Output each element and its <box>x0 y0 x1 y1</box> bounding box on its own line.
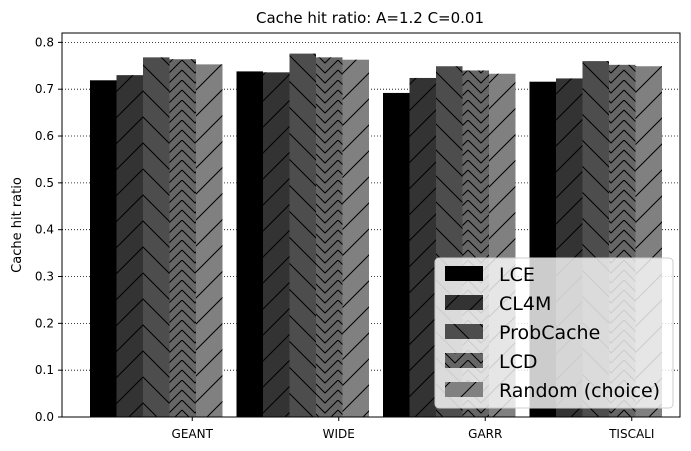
legend-swatch-hatch <box>445 295 483 310</box>
y-tick-label: 0.6 <box>35 129 54 143</box>
legend-swatch-hatch <box>445 324 483 339</box>
legend-box <box>434 257 674 409</box>
y-tick-label: 0.4 <box>35 223 54 237</box>
y-tick-label: 0.5 <box>35 176 54 190</box>
legend-item: LCD <box>445 351 537 373</box>
bar-hatch <box>196 64 223 417</box>
x-axis-ticks: GEANT WIDE GARR TISCALI <box>172 417 654 441</box>
bar <box>383 92 410 417</box>
bar-hatch <box>409 77 436 417</box>
x-tick-label: GARR <box>468 427 502 441</box>
bar-hatch <box>143 57 170 417</box>
legend-swatch <box>445 266 483 281</box>
legend-label: LCD <box>499 351 537 373</box>
bar-hatch <box>169 59 196 417</box>
x-tick-label: WIDE <box>323 427 355 441</box>
bar <box>90 80 117 418</box>
bar-hatch <box>316 57 343 417</box>
chart-title: Cache hit ratio: A=1.2 C=0.01 <box>256 9 484 27</box>
legend-item: LCE <box>445 264 535 286</box>
legend-label: Random (choice) <box>499 380 660 402</box>
x-tick-label: TISCALI <box>608 427 654 441</box>
bar-hatch <box>289 53 316 417</box>
legend-label: CL4M <box>499 293 551 315</box>
legend: LCE CL4M ProbCache LCD Random (choice) <box>434 257 674 409</box>
y-tick-label: 0.7 <box>35 82 54 96</box>
y-tick-label: 0.1 <box>35 363 54 377</box>
y-tick-label: 0.2 <box>35 316 54 330</box>
y-tick-label: 0.3 <box>35 270 54 284</box>
y-axis-label: Cache hit ratio <box>10 177 25 273</box>
y-axis-ticks: 0.0 0.1 0.2 0.3 0.4 0.5 0.6 0.7 0.8 <box>35 35 62 424</box>
x-tick-label: GEANT <box>172 427 214 441</box>
bar-hatch <box>342 59 369 417</box>
y-tick-label: 0.0 <box>35 410 54 424</box>
legend-item: CL4M <box>445 293 551 315</box>
legend-swatch-hatch <box>445 382 483 397</box>
legend-item: ProbCache <box>445 322 600 344</box>
legend-swatch-hatch <box>445 353 483 368</box>
legend-item: Random (choice) <box>445 380 660 402</box>
bar <box>236 71 263 418</box>
legend-label: ProbCache <box>499 322 600 344</box>
legend-label: LCE <box>499 264 535 286</box>
bar-hatch <box>116 75 143 418</box>
plot-area-frame <box>61 32 681 418</box>
y-tick-label: 0.8 <box>35 35 54 49</box>
bar-hatch <box>263 72 290 418</box>
